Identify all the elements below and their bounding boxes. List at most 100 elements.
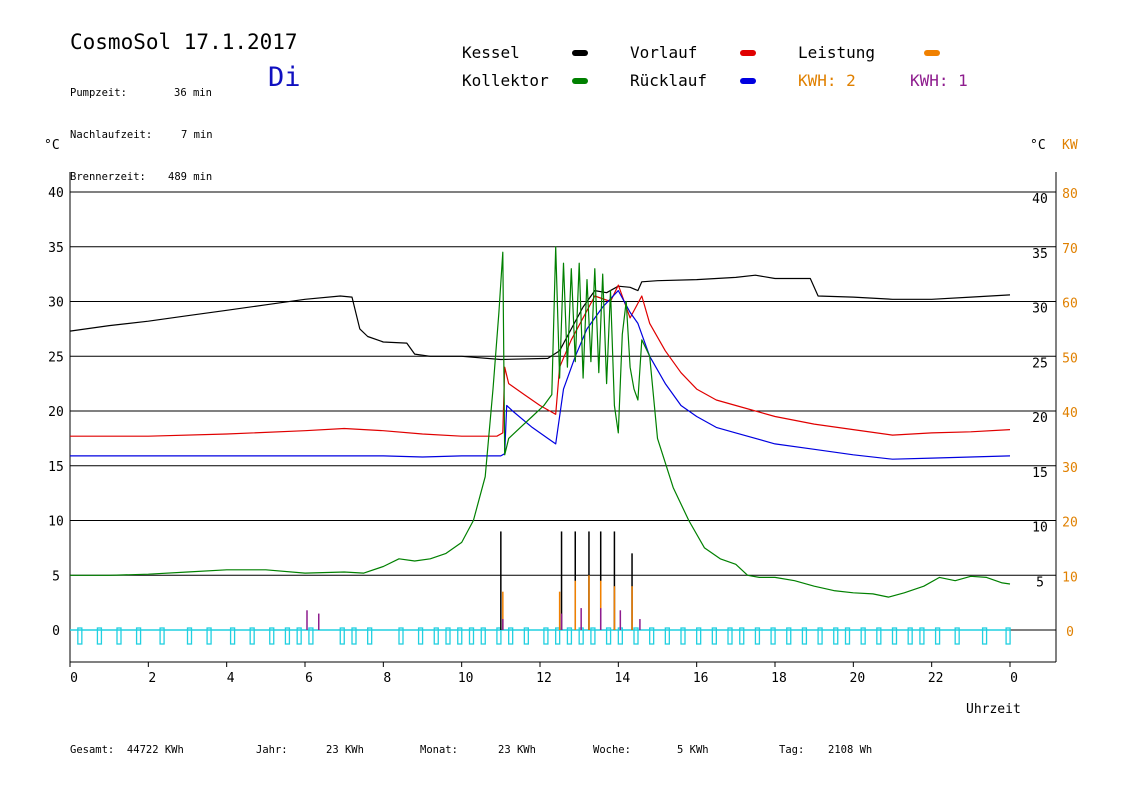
pump-pulse-39 [727,627,733,645]
series-line-kollektor [70,246,1011,598]
pump-pulse-26 [543,627,549,645]
legend-kwh2: KWH: 2 [798,71,856,90]
pump-pulse-46 [833,627,839,645]
x-axis-label: Uhrzeit [966,702,1021,717]
y-tick-right-c-20: 20 [1032,411,1048,426]
pump-pulse-25 [523,627,529,645]
pump-pulse-15 [367,627,373,645]
pump-pulse-37 [696,627,702,645]
footer-jahr: Jahr: 23 KWh [256,744,364,756]
y-tick-left-30: 30 [48,296,64,311]
pump-pulse-3 [135,627,142,645]
pump-pulse-19 [445,627,451,645]
y-tick-right-c-25: 25 [1032,356,1048,371]
y-tick-right-kw-80: 80 [1062,187,1078,202]
y-tick-left-10: 10 [48,515,64,530]
pump-pulse-22 [480,627,486,645]
y-tick-right-kw-20: 20 [1062,516,1078,531]
pump-pulse-44 [801,627,808,645]
pump-pulse-35 [664,627,670,645]
x-tick-label-4: 8 [383,671,391,686]
pump-pulse-13 [339,627,345,645]
pump-pulse-47 [844,627,851,645]
y-tick-right-kw-60: 60 [1062,297,1078,312]
pump-pulse-34 [649,627,655,645]
legend-swatch-kollektor [572,78,588,84]
pump-pulse-50 [891,627,898,645]
pump-pulse-53 [934,627,941,645]
legend-swatch-leistung [924,50,940,56]
pump-pulse-27 [555,627,561,645]
pump-pulse-18 [433,627,439,645]
series-line-vorlauf [70,284,1011,437]
pump-pulse-51 [907,627,913,645]
pump-pulse-6 [206,627,212,645]
pump-pulse-1 [96,627,103,645]
y-tick-left-15: 15 [48,460,64,475]
pump-pulse-7 [229,627,236,645]
stat-brennerzeit: Brennerzeit: 489 min [70,171,213,183]
pump-pulse-12 [308,627,314,645]
pump-pulse-4 [159,627,165,645]
pump-pulse-11 [296,627,302,645]
left-axis-unit: °C [44,138,60,153]
pump-pulse-2 [116,627,122,645]
pump-pulse-9 [269,627,275,645]
pump-pulse-40 [739,627,745,645]
y-tick-right-kw-0: 0 [1066,625,1074,640]
pump-pulse-43 [786,627,792,645]
y-tick-right-c-40: 40 [1032,192,1048,207]
pump-pulse-21 [468,627,475,645]
series-line-kessel [69,274,1011,361]
pump-pulse-38 [711,627,717,645]
y-tick-right-kw-50: 50 [1062,351,1078,366]
pump-pulse-17 [417,627,424,645]
x-tick-label-12: 0 [1010,671,1018,686]
pump-pulse-20 [457,627,463,645]
x-tick-label-11: 22 [928,671,944,686]
x-tick-label-6: 12 [536,671,552,686]
x-tick-label-10: 20 [850,671,866,686]
pump-pulse-10 [284,627,291,645]
pump-pulse-0 [77,627,83,645]
x-tick-label-3: 6 [305,671,313,686]
legend-label-vorlauf: Vorlauf [630,43,698,62]
legend-swatch-ruecklauf [740,78,756,84]
pump-pulse-55 [981,627,988,645]
x-tick-label-2: 4 [227,671,235,686]
pump-pulse-31 [605,627,612,645]
pump-pulse-49 [876,627,882,645]
stats-block: Pumpzeit: 36 min Nachlaufzeit: 7 min Brenn… [70,58,213,198]
pump-pulse-42 [770,627,776,645]
y-tick-right-c-30: 30 [1032,302,1048,317]
y-tick-right-c-15: 15 [1032,466,1048,481]
x-tick-label-5: 10 [458,671,474,686]
footer-tag: Tag: 2108 Wh [779,744,873,756]
y-tick-right-kw-40: 40 [1062,406,1078,421]
pump-pulse-52 [919,627,925,645]
pump-pulse-36 [680,627,686,645]
y-tick-left-25: 25 [48,350,64,365]
legend-swatch-kessel [572,50,588,56]
pump-pulse-5 [186,627,193,645]
right-axis-unit-kw: KW [1062,138,1078,153]
legend-label-kessel: Kessel [462,43,520,62]
pump-pulse-28 [566,627,573,645]
footer-monat: Monat: 23 KWh [420,744,536,756]
x-tick-label-9: 18 [771,671,787,686]
y-tick-right-c-5: 5 [1036,575,1044,590]
footer-woche: Woche: 5 KWh [593,744,709,756]
y-tick-right-c-10: 10 [1032,521,1048,536]
x-tick-label-0: 0 [70,671,78,686]
x-tick-label-1: 2 [148,671,156,686]
legend-kwh1: KWH: 1 [910,71,968,90]
pump-pulse-33 [633,627,639,645]
x-tick-label-7: 14 [615,671,631,686]
y-tick-right-c-35: 35 [1032,247,1048,262]
y-tick-left-40: 40 [48,186,64,201]
pump-pulse-54 [954,627,960,645]
legend-label-ruecklauf: Rücklauf [630,71,708,90]
x-tick-label-8: 16 [693,671,709,686]
footer-gesamt: Gesamt: 44722 KWh [70,744,184,756]
